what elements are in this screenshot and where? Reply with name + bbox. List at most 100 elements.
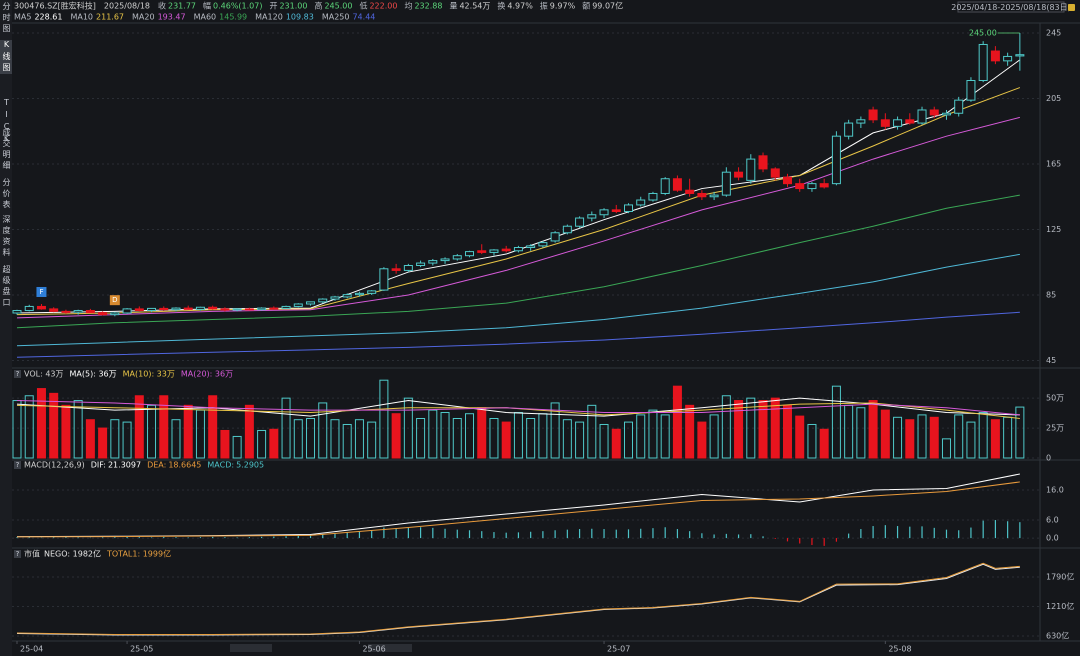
quote-text: 振 [540, 1, 548, 11]
y-tick-label: 245 [1046, 29, 1061, 38]
volume-bar [526, 418, 536, 459]
volume-bar [122, 421, 132, 459]
volume-bar [208, 395, 218, 459]
candle-body [697, 192, 707, 198]
x-tick-label: 25-07 [607, 645, 630, 654]
quote-text: 开 [269, 2, 277, 11]
quote-text: 4.97% [507, 2, 533, 11]
cap-line [16, 562, 1020, 635]
volume-bar [98, 427, 108, 459]
scroll-handle[interactable] [368, 644, 412, 652]
candle-body [844, 122, 854, 137]
volume-ma-line [16, 397, 1020, 417]
legend-text: 74.44 [352, 13, 375, 22]
candle-body [232, 308, 242, 311]
volume-bar [599, 423, 609, 459]
help-icon: ? [16, 370, 20, 378]
candle-body [660, 178, 670, 194]
candle-body [244, 308, 254, 311]
ma-line [16, 116, 1020, 319]
volume-bar [807, 423, 817, 459]
event-marker-label: F [39, 288, 43, 296]
candle-body [526, 245, 536, 248]
volume-bar [624, 421, 633, 459]
candle-body [403, 265, 413, 271]
tab[interactable]: K线图 [0, 40, 12, 74]
legend-text: 5.2905 [236, 461, 264, 470]
candle-body [440, 258, 450, 262]
legend-text: DEA: [147, 461, 166, 470]
candle-body [893, 119, 903, 127]
candle-body [831, 135, 841, 185]
tab[interactable]: TICK [2, 98, 11, 146]
candle-body [293, 303, 303, 307]
volume-bar [489, 418, 499, 459]
legend-text: MA250 [322, 13, 350, 22]
lock-icon[interactable] [1068, 4, 1075, 11]
candle-body [49, 308, 59, 312]
volume-bar [171, 419, 181, 459]
y-tick-label: 0 [1046, 454, 1051, 463]
y-tick-label: 1210亿 [1046, 601, 1074, 611]
volume-bar [697, 421, 707, 459]
candle-body [134, 308, 144, 312]
volume-bar [85, 419, 95, 459]
volume-bar [685, 404, 695, 459]
tab[interactable]: 超级盘口 [2, 265, 11, 309]
candle-body [12, 310, 22, 314]
candle-body [501, 248, 511, 252]
volume-bar [966, 421, 976, 459]
help-icon-box [14, 461, 21, 469]
candle-body [562, 225, 572, 234]
candle-body [685, 189, 695, 194]
y-tick-label: 50万 [1046, 394, 1064, 403]
candle-body [880, 119, 890, 127]
scroll-handle[interactable] [230, 644, 272, 652]
candle-body [220, 308, 230, 311]
tab[interactable]: 分价表 [2, 178, 11, 211]
quote-text: 99.07亿 [592, 1, 623, 11]
candle-body [330, 296, 340, 300]
volume-bar [575, 421, 585, 459]
legend-text: MACD(12,26,9) [24, 461, 85, 470]
range-box [957, 1, 1065, 13]
x-tick-label: 25-06 [362, 645, 385, 654]
candle-body [36, 305, 46, 310]
quote-text: 0.46%(1.07) [213, 2, 262, 11]
volume-bar [611, 428, 621, 459]
candle-body [477, 250, 487, 253]
volume-bar [672, 385, 682, 459]
date-range: 2025/04/18-2025/08/18(83日) [951, 3, 1071, 12]
tab[interactable]: 成交明细 [2, 128, 11, 172]
candle-body [269, 307, 279, 310]
volume-bar [758, 400, 768, 459]
tab[interactable]: 深度资料 [2, 215, 11, 259]
candle-body [624, 204, 633, 212]
candle-body [782, 176, 792, 185]
volume-bar [61, 404, 71, 459]
candle-body [98, 312, 108, 316]
quote-text: 300476.SZ[胜宏科技] [14, 1, 96, 11]
y-tick-label: 205 [1046, 94, 1061, 103]
candle-body [208, 306, 218, 310]
legend-text: MACD: [207, 461, 234, 470]
volume-ma-line [16, 400, 1020, 416]
help-icon: ? [16, 550, 20, 558]
candle-body [1003, 55, 1013, 62]
candle-body [73, 310, 83, 313]
candle-body [709, 194, 719, 198]
legend-text: 228.61 [34, 13, 62, 22]
legend-text: MA(20): 36万 [181, 370, 233, 379]
y-tick-label: 0.0 [1046, 534, 1059, 543]
candle-body [318, 298, 328, 303]
candle-body [941, 112, 951, 116]
tab[interactable]: 分时图 [2, 2, 11, 35]
volume-bar [318, 402, 328, 459]
candle-body [281, 305, 291, 309]
volume-bar [36, 388, 46, 459]
y-tick-label: 45 [1046, 356, 1056, 365]
y-tick-label: 165 [1046, 160, 1061, 169]
volume-bar [648, 409, 658, 459]
candle-body [856, 119, 866, 124]
quote-text: 231.77 [168, 2, 196, 11]
